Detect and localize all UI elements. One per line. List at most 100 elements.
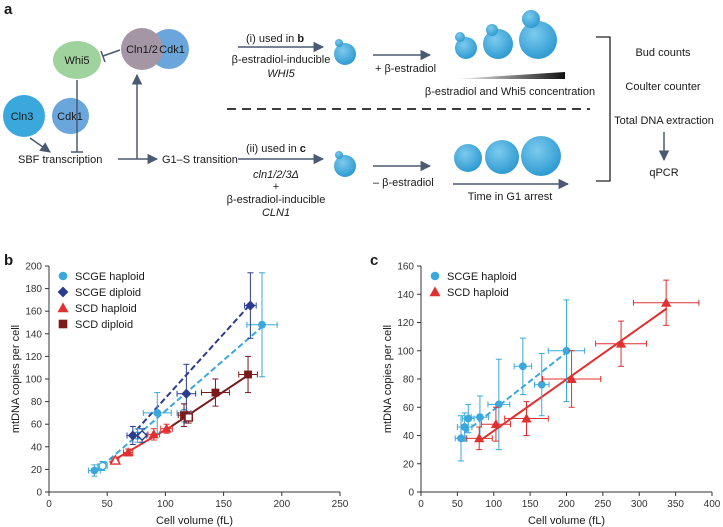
y-tick-label: 160 — [25, 307, 42, 318]
legend-marker-scd-diploid — [58, 319, 68, 329]
panel-b: b 0 50 100 150 200 250 0 20 40 60 80 100 120 140 160 18… — [4, 252, 349, 527]
cdk1-bottom-label: Cdk1 — [57, 111, 83, 123]
pathway-diagram: Whi5 Cln1/2 Cdk1 Cln3 Cdk1 SBF transcrip… — [3, 28, 238, 166]
cdk1-bottom-node-overlap — [52, 98, 88, 134]
x-tick-label: 150 — [215, 499, 232, 510]
data-point-scd-haploid — [123, 447, 134, 457]
chart-c: 0 50 100 150 200 250 300 350 400 0 20 40 60 80 100 120 1… — [382, 262, 721, 527]
data-point-scd-haploid — [474, 433, 485, 443]
y-tick-label: 100 — [25, 375, 42, 386]
x-tick-label: 400 — [704, 499, 721, 510]
y-tick-label: 0 — [408, 488, 414, 499]
y-tick-label: 0 — [36, 488, 42, 499]
data-point-scge-haploid — [494, 400, 503, 409]
data-point-scd-diploid — [244, 370, 252, 379]
concentration-wedge — [453, 72, 565, 79]
gradient-label: β-estradiol and Whi5 concentration — [425, 86, 595, 98]
measurements: Bud counts Coulter counter Total DNA ext… — [596, 36, 714, 182]
arrest-cell-medium — [485, 140, 519, 174]
path-ii-line1: cln1/2/3Δ — [253, 169, 299, 181]
legend-marker-scge-diploid — [57, 286, 69, 298]
data-point-scge-haploid — [460, 423, 469, 431]
data-point-scge-diploid — [245, 300, 256, 311]
y-tick-label: 180 — [25, 284, 42, 295]
data-point-scge-haploid — [90, 466, 99, 475]
data-point-scd-haploid — [109, 454, 122, 465]
coulter-counter: Coulter counter — [625, 81, 701, 93]
y-tick-label: 80 — [403, 375, 415, 386]
x-axis-label: Cell volume (fL) — [156, 515, 233, 527]
time-label: Time in G1 arrest — [468, 191, 553, 203]
legend-label: SCD diploid — [75, 319, 133, 331]
panel-c: c 0 50 100 150 200 250 300 350 400 0 20 40 60 80 100 12… — [370, 252, 721, 527]
fit-line-scge-haploid — [94, 324, 265, 473]
y-tick-label: 20 — [31, 465, 43, 476]
x-tick-label: 200 — [273, 499, 290, 510]
x-tick-label: 300 — [631, 499, 648, 510]
legend-label: SCGE haploid — [447, 271, 517, 283]
y-tick-label: 140 — [397, 290, 414, 301]
data-point-scge-haploid — [537, 380, 546, 389]
data-point-scge-haploid — [518, 362, 527, 371]
legend-marker-scd-haploid — [57, 302, 69, 313]
cell-medium — [483, 29, 513, 59]
y-tick-label: 40 — [403, 431, 415, 442]
bud-small — [455, 32, 465, 42]
path-ii-title: (ii) used in c — [246, 143, 306, 155]
data-point-scge-haploid — [476, 413, 484, 422]
fit-line-scd-haploid — [109, 425, 172, 464]
x-tick-label: 50 — [102, 499, 114, 510]
legend-marker-scge-haploid — [430, 271, 440, 281]
legend-label: SCGE haploid — [75, 271, 145, 283]
path-i: (i) used in b β-estradiol-inducible WHI5… — [232, 10, 595, 98]
panel-b-letter: b — [4, 252, 13, 269]
path-i-start-bud — [335, 39, 343, 47]
x-tick-label: 100 — [157, 499, 174, 510]
bud-medium — [486, 24, 498, 36]
cell-large — [519, 21, 557, 59]
y-tick-label: 40 — [31, 442, 43, 453]
y-tick-label: 120 — [397, 318, 414, 329]
x-axis-label: Cell volume (fL) — [528, 515, 605, 527]
path-ii-line3: β-estradiol-inducible — [227, 194, 326, 206]
y-tick-label: 100 — [397, 346, 414, 357]
x-tick-label: 350 — [667, 499, 684, 510]
legend-marker-scd-haploid — [429, 286, 441, 297]
arrest-cell-small — [454, 144, 482, 172]
data-point-scd-haploid — [521, 413, 532, 423]
x-tick-label: 200 — [558, 499, 575, 510]
data-point-scd-haploid — [615, 338, 627, 348]
x-tick-label: 100 — [485, 499, 502, 510]
data-point-scge-haploid — [153, 408, 162, 417]
data-point-scd-haploid — [661, 297, 672, 307]
qpcr: qPCR — [649, 167, 678, 179]
y-axis-label: mtDNA copies per cell — [382, 325, 394, 433]
path-i-treatment: + β-estradiol — [375, 63, 436, 75]
data-point-scge-diploid — [127, 430, 138, 441]
cln12-label: Cln1/2 — [126, 44, 158, 56]
y-tick-label: 140 — [25, 329, 42, 340]
arrest-cell-large — [521, 136, 561, 176]
data-point-scge-haploid — [258, 320, 266, 329]
y-tick-label: 120 — [25, 352, 42, 363]
x-tick-label: 150 — [522, 499, 539, 510]
legend-label: SCD haploid — [75, 303, 137, 315]
x-tick-label: 0 — [418, 499, 424, 510]
y-tick-label: 80 — [31, 397, 43, 408]
path-ii-line2: + — [273, 181, 279, 193]
cln12-node — [121, 28, 163, 70]
fit-line-scge-diploid — [129, 304, 250, 438]
legend-label: SCGE diploid — [75, 287, 141, 299]
cln3-label: Cln3 — [11, 111, 34, 123]
data-point-scge-haploid — [464, 414, 473, 423]
path-i-line1: β-estradiol-inducible — [232, 54, 331, 66]
whi5-label: Whi5 — [64, 55, 89, 67]
path-i-line2: WHI5 — [267, 68, 295, 80]
y-tick-label: 200 — [25, 262, 42, 273]
path-ii-line4: CLN1 — [262, 207, 290, 219]
path-i-start-cell — [334, 43, 356, 65]
panel-a-letter: a — [4, 1, 13, 18]
data-point-scd-haploid — [148, 429, 159, 439]
x-tick-label: 250 — [332, 499, 349, 510]
